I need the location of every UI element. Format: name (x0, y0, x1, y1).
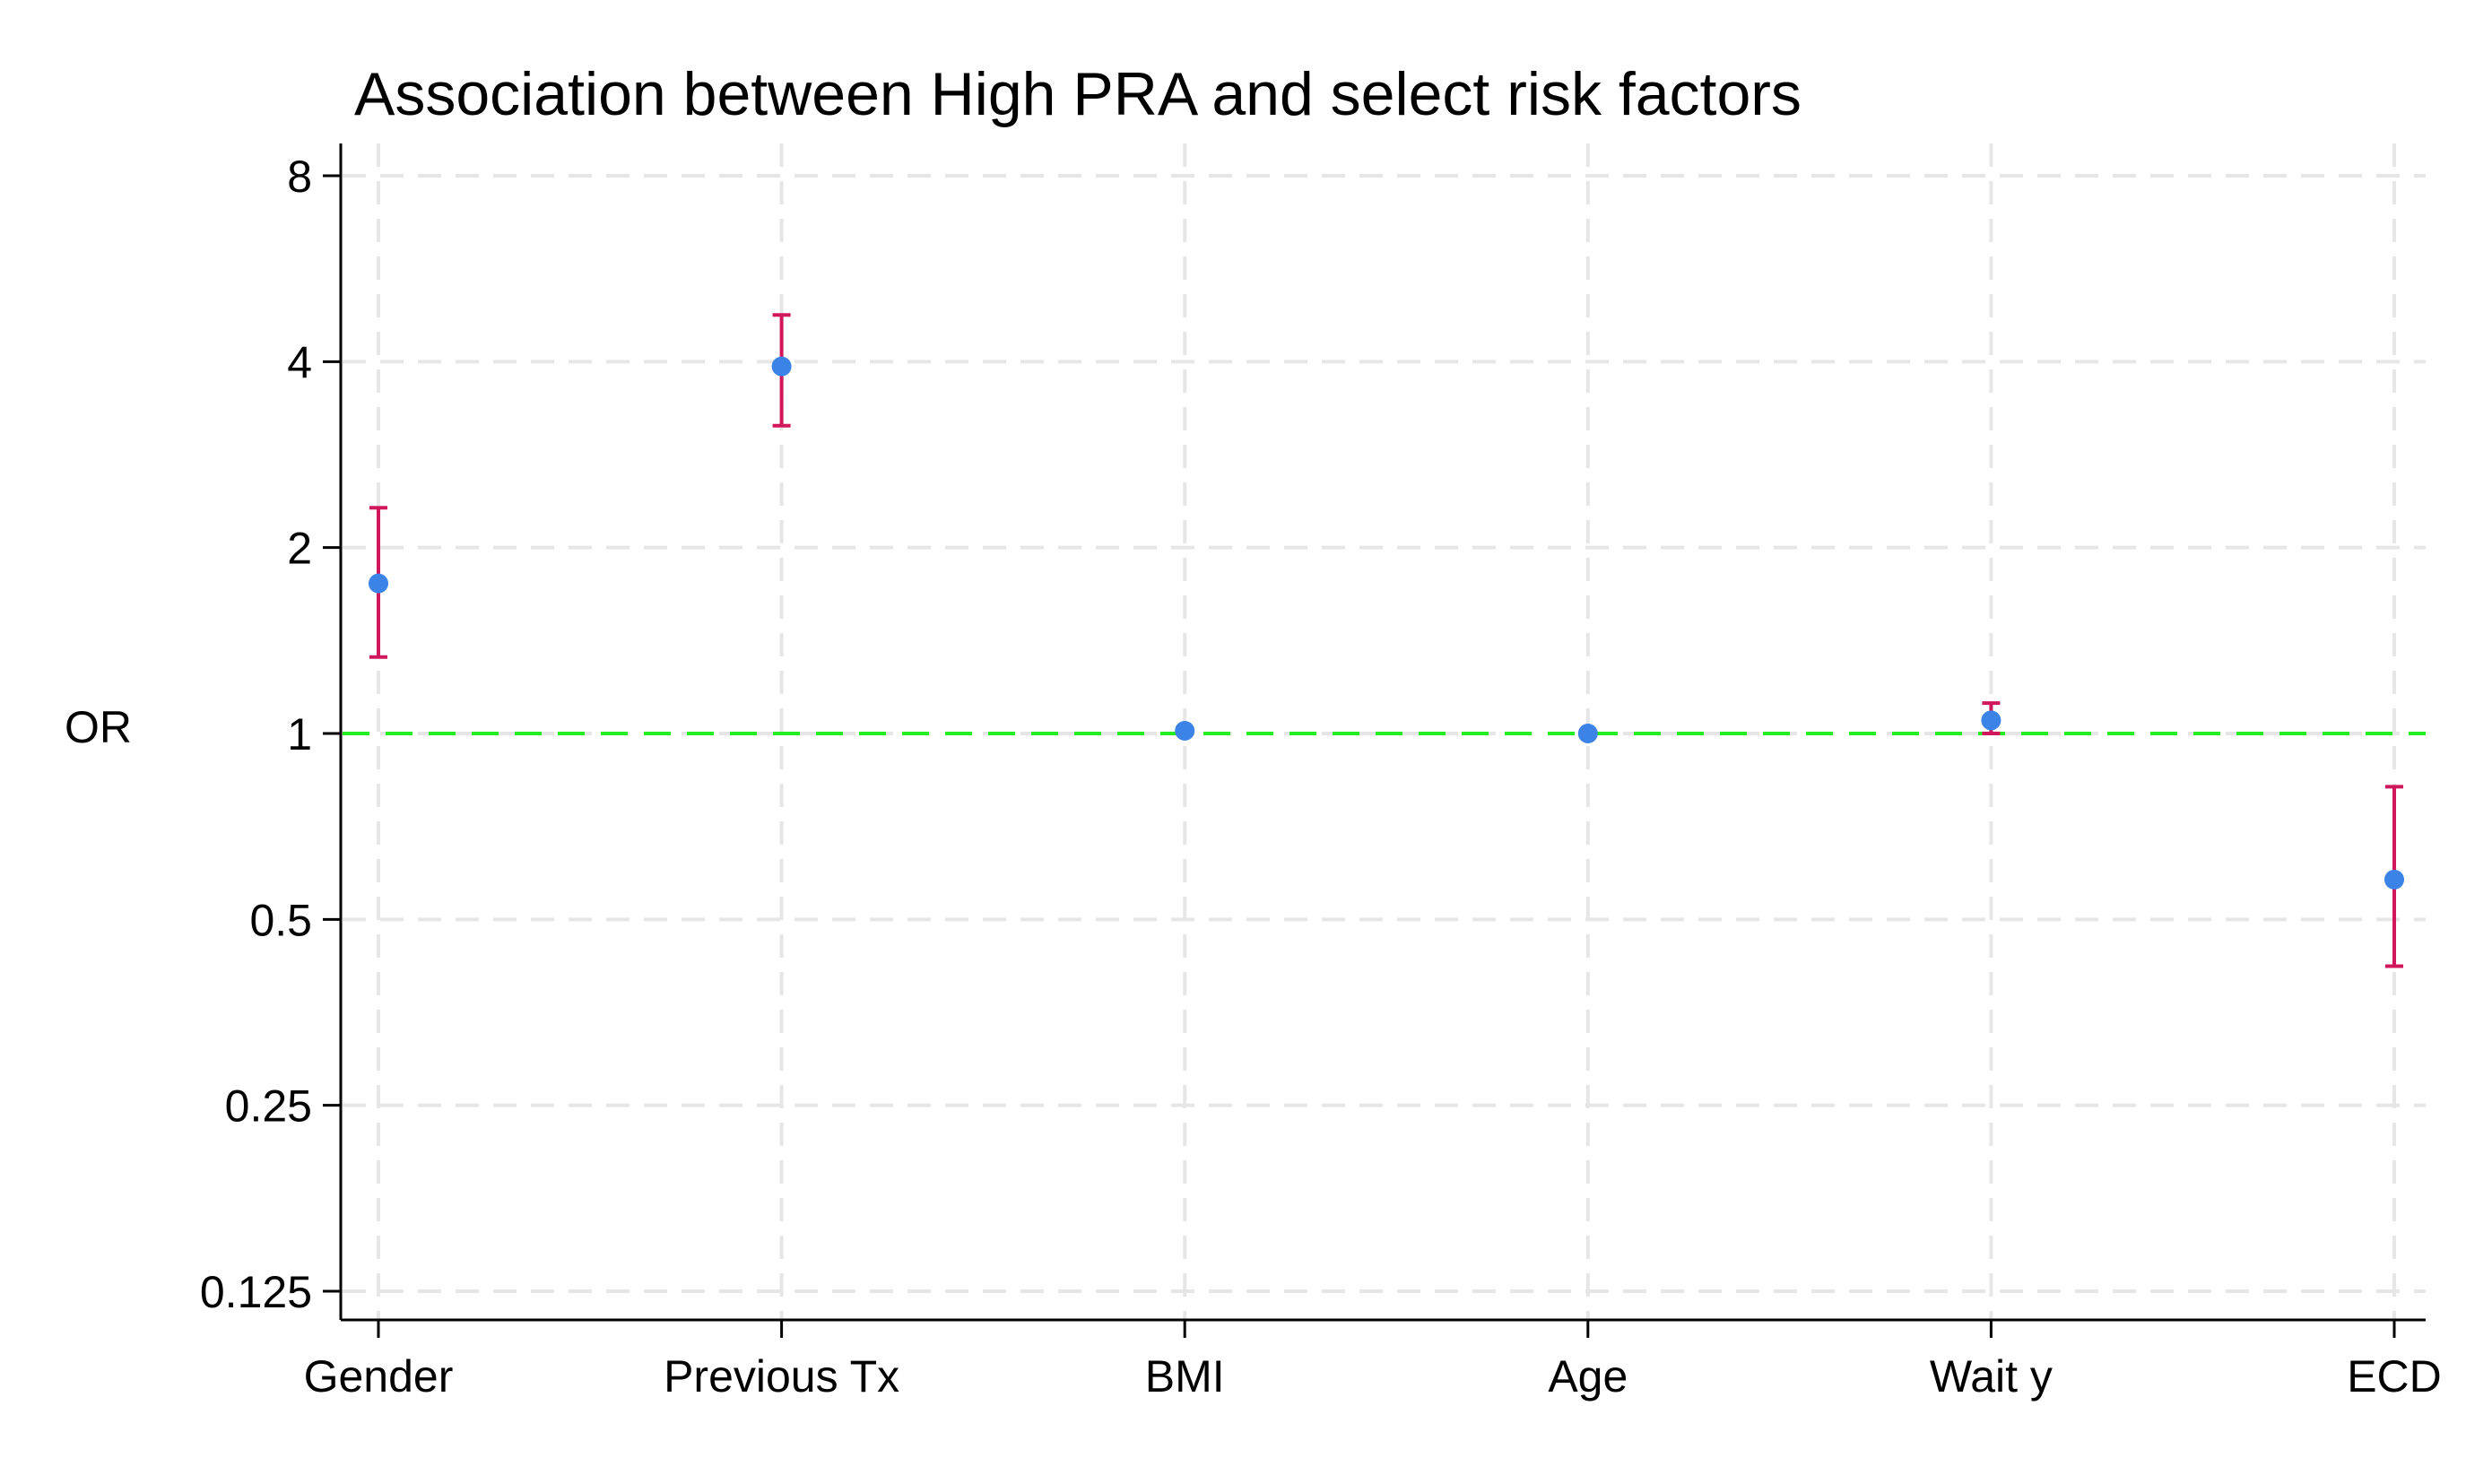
y-axis-title: OR (65, 702, 132, 752)
point-layer (369, 356, 2404, 890)
y-tick-label: 8 (287, 152, 312, 202)
axis-layer: 0.125 0.25 0.5 1 2 4 8 Gender Previous Tx BMI Age W… (200, 143, 2442, 1402)
y-tick-label: 1 (287, 709, 312, 759)
point-gender (369, 573, 388, 594)
y-tick-label: 0.25 (225, 1081, 312, 1132)
x-tick-label: Previous Tx (664, 1351, 899, 1402)
point-bmi (1175, 721, 1195, 742)
point-previous-tx (771, 356, 792, 377)
x-tick-label: Age (1548, 1351, 1628, 1402)
ci-layer (369, 313, 2403, 968)
x-tick-label: Gender (304, 1351, 454, 1402)
chart-title: Association between High PRA and select … (354, 60, 1802, 128)
y-tick-label: 4 (287, 337, 312, 387)
x-tick-label: ECD (2347, 1351, 2442, 1402)
point-wait-y (1981, 710, 2001, 731)
point-ecd (2384, 869, 2404, 890)
y-tick-label: 0.5 (249, 895, 312, 945)
x-tick-label: BMI (1145, 1351, 1225, 1402)
y-tick-label: 2 (287, 524, 312, 574)
y-tick-label: 0.125 (200, 1267, 312, 1317)
x-tick-label: Wait y (1930, 1351, 2053, 1402)
point-age (1577, 724, 1598, 743)
